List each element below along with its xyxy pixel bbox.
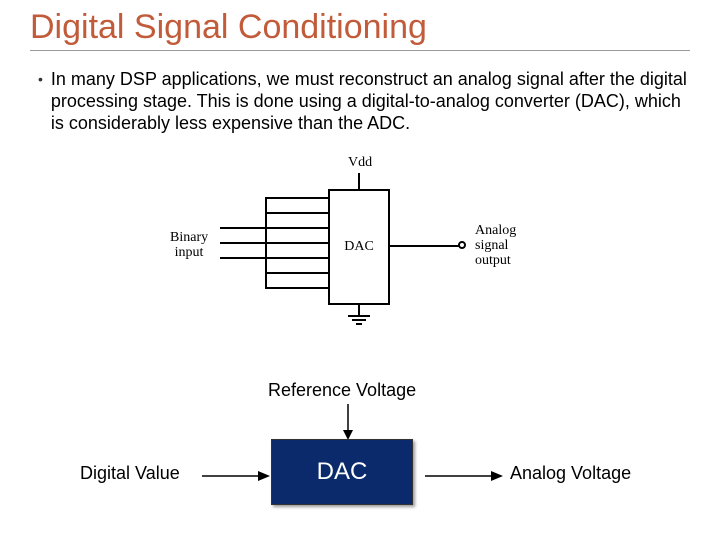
dac-schematic: Vdd DAC Binary input Analog signal outpu… xyxy=(170,155,570,335)
dac-box-label: DAC xyxy=(344,239,374,255)
analog-voltage-arrow xyxy=(425,470,503,482)
gnd-stem xyxy=(358,305,360,315)
analog-voltage-label: Analog Voltage xyxy=(510,463,631,484)
slide-title: Digital Signal Conditioning xyxy=(30,8,427,47)
dac-block: DAC xyxy=(271,439,413,505)
output-wire xyxy=(390,245,460,247)
input-wire xyxy=(265,197,328,199)
vdd-label: Vdd xyxy=(348,155,372,171)
gnd-bar xyxy=(356,323,362,325)
gnd-bar xyxy=(348,315,370,317)
reference-voltage-arrow xyxy=(340,404,356,440)
title-underline xyxy=(30,50,690,51)
dac-block-label: DAC xyxy=(317,458,368,486)
input-wire xyxy=(220,227,328,229)
input-brace xyxy=(265,197,267,289)
bullet-text: In many DSP applications, we must recons… xyxy=(51,68,688,134)
input-wire xyxy=(265,212,328,214)
input-wire xyxy=(220,257,328,259)
input-wire xyxy=(265,287,328,289)
dac-box: DAC xyxy=(328,189,390,305)
digital-value-arrow xyxy=(202,470,270,482)
input-wire xyxy=(220,242,328,244)
gnd-bar xyxy=(352,319,366,321)
reference-voltage-label: Reference Voltage xyxy=(268,380,416,401)
digital-value-label: Digital Value xyxy=(80,463,180,484)
bullet-row: • In many DSP applications, we must reco… xyxy=(38,68,688,134)
analog-output-label: Analog signal output xyxy=(475,223,516,268)
vdd-line xyxy=(358,173,360,189)
bullet-marker: • xyxy=(38,68,43,90)
binary-input-label: Binary input xyxy=(170,230,208,260)
input-wire xyxy=(265,272,328,274)
output-terminal xyxy=(458,241,466,249)
